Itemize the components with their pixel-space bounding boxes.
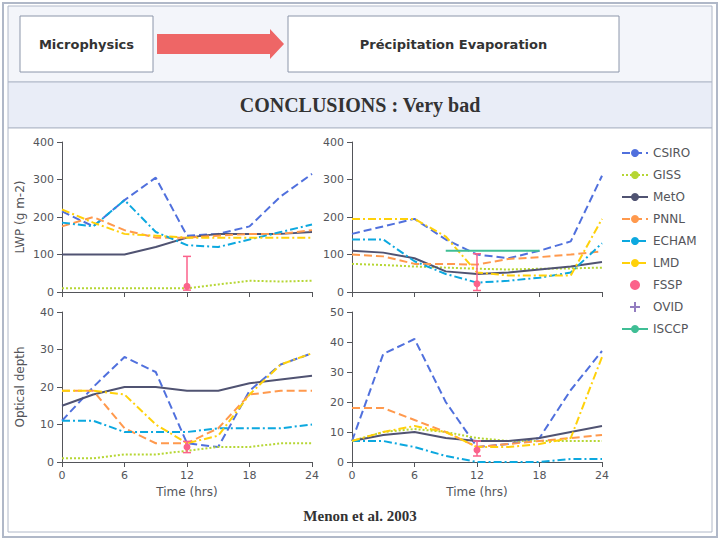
svg-text:12: 12 xyxy=(180,469,194,482)
svg-text:20: 20 xyxy=(330,396,344,409)
svg-text:ISCCP: ISCCP xyxy=(653,322,688,336)
svg-text:0: 0 xyxy=(47,286,54,299)
svg-text:0: 0 xyxy=(337,286,344,299)
svg-text:LWP (g m-2): LWP (g m-2) xyxy=(13,181,27,254)
svg-text:PNNL: PNNL xyxy=(653,212,685,226)
svg-text:12: 12 xyxy=(470,469,484,482)
svg-text:0: 0 xyxy=(349,469,356,482)
svg-text:40: 40 xyxy=(40,306,54,319)
svg-text:30: 30 xyxy=(40,343,54,356)
svg-text:6: 6 xyxy=(121,469,128,482)
svg-text:30: 30 xyxy=(330,366,344,379)
svg-text:CSIRO: CSIRO xyxy=(653,146,690,160)
svg-text:Time (hrs): Time (hrs) xyxy=(155,485,217,499)
svg-text:ECHAM: ECHAM xyxy=(653,234,697,248)
svg-text:400: 400 xyxy=(33,136,54,149)
svg-text:100: 100 xyxy=(33,248,54,261)
svg-text:300: 300 xyxy=(323,173,344,186)
svg-text:24: 24 xyxy=(595,469,609,482)
svg-text:0: 0 xyxy=(337,456,344,469)
svg-text:40: 40 xyxy=(330,336,344,349)
svg-text:0: 0 xyxy=(47,456,54,469)
svg-text:24: 24 xyxy=(305,469,319,482)
svg-text:200: 200 xyxy=(323,211,344,224)
svg-text:Microphysics: Microphysics xyxy=(39,37,134,52)
svg-text:100: 100 xyxy=(323,248,344,261)
svg-text:20: 20 xyxy=(40,381,54,394)
svg-text:Menon et al. 2003: Menon et al. 2003 xyxy=(303,508,416,524)
svg-text:OVID: OVID xyxy=(653,300,683,314)
svg-text:400: 400 xyxy=(323,136,344,149)
svg-text:GISS: GISS xyxy=(653,168,681,182)
svg-text:6: 6 xyxy=(411,469,418,482)
svg-text:MetO: MetO xyxy=(653,190,685,204)
svg-text:LMD: LMD xyxy=(653,256,679,270)
svg-text:10: 10 xyxy=(330,426,344,439)
svg-text:Précipitation Evaporation: Précipitation Evaporation xyxy=(360,37,547,52)
svg-text:18: 18 xyxy=(243,469,257,482)
svg-text:50: 50 xyxy=(330,306,344,319)
svg-text:FSSP: FSSP xyxy=(653,278,682,292)
svg-text:CONCLUSIONS : Very bad: CONCLUSIONS : Very bad xyxy=(240,94,481,117)
svg-text:0: 0 xyxy=(59,469,66,482)
svg-text:Optical depth: Optical depth xyxy=(13,346,27,427)
svg-text:Time (hrs): Time (hrs) xyxy=(445,485,507,499)
svg-text:10: 10 xyxy=(40,418,54,431)
svg-text:300: 300 xyxy=(33,173,54,186)
svg-text:200: 200 xyxy=(33,211,54,224)
svg-text:18: 18 xyxy=(533,469,547,482)
